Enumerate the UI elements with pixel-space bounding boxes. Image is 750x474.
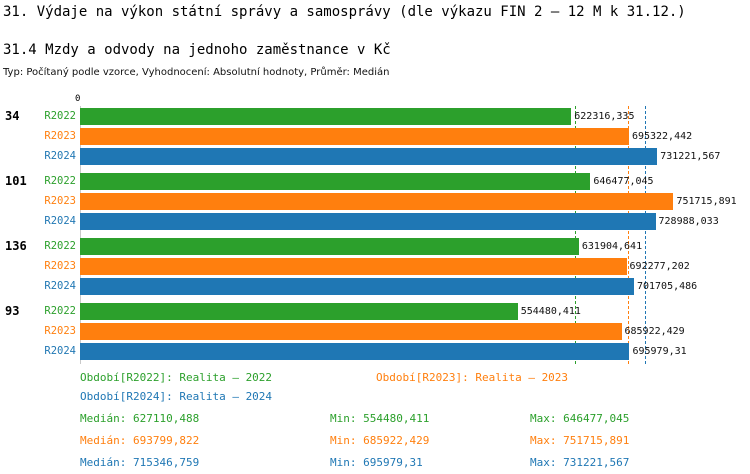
bar-area: 695322,442: [80, 126, 692, 146]
bar-value-label: 685922,429: [624, 325, 685, 337]
bar-value-label: 731221,567: [660, 150, 721, 162]
group-label: 93: [5, 304, 20, 318]
stat-max-r2022: Max: 646477,045: [530, 412, 630, 425]
series-label: R2023: [44, 195, 76, 207]
bar-row: R2023 685922,429: [0, 321, 685, 341]
bar-r2023-group-93: [80, 322, 622, 340]
bar-value-label: 701705,486: [636, 280, 698, 292]
bar-value-label: 692277,202: [629, 260, 690, 272]
bar-row: 136 R2022 631904,641: [0, 236, 680, 256]
series-label: R2022: [44, 110, 76, 122]
bar-row: 34 R2022 622316,335: [0, 106, 680, 126]
bar-area: 646477,045: [80, 171, 680, 191]
stat-min-r2022: Min: 554480,411: [330, 412, 430, 425]
bar-row: 93 R2022 554480,411: [0, 301, 680, 321]
group-label: 34: [5, 109, 20, 123]
stat-max-r2023: Max: 751715,891: [530, 434, 630, 447]
bar-r2022-group-101: [80, 172, 591, 190]
bar-r2024-group-101: [80, 212, 656, 230]
bar-value-label: 554480,411: [520, 305, 581, 317]
series-label: R2022: [44, 305, 76, 317]
bar-r2022-group-93: [80, 302, 518, 320]
bar-row: R2024 728988,033: [0, 211, 719, 231]
plot-area: 34 R2022 622316,335 R2023 695322,442 R2024 731…: [0, 106, 737, 364]
bar-group-93: 93 R2022 554480,411 R2023 685922,429 R2024 695…: [0, 301, 687, 361]
series-label: R2024: [44, 215, 76, 227]
bar-value-label: 695979,31: [632, 345, 687, 357]
legend-item-r2022: Období[R2022]: Realita – 2022: [80, 371, 273, 384]
bar-area: 731221,567: [80, 146, 720, 166]
bar-value-label: 695322,442: [631, 130, 693, 142]
bar-r2024-group-136: [80, 277, 634, 295]
series-label: R2023: [44, 325, 76, 337]
bar-group-136: 136 R2022 631904,641 R2023 692277,202 R2024 70…: [0, 236, 697, 296]
bar-group-101: 101 R2022 646477,045 R2023 751715,891 R2024 72…: [0, 171, 737, 231]
bar-area: 685922,429: [80, 321, 685, 341]
bar-r2024-group-93: [80, 342, 630, 360]
group-label: 136: [5, 239, 27, 253]
stat-min-r2023: Min: 685922,429: [330, 434, 430, 447]
bar-row: R2024 701705,486: [0, 276, 697, 296]
group-label: 101: [5, 174, 27, 188]
bar-value-label: 622316,335: [574, 110, 635, 122]
bar-r2023-group-101: [80, 192, 674, 210]
legend-item-r2024: Období[R2024]: Realita – 2024: [80, 390, 273, 403]
bar-value-label: 631904,641: [581, 240, 643, 252]
bar-row: R2023 751715,891: [0, 191, 737, 211]
bar-row: R2024 731221,567: [0, 146, 720, 166]
bar-r2022-group-136: [80, 237, 579, 255]
legend: Období[R2022]: Realita – 2022 Období[R20…: [80, 368, 568, 406]
series-label: R2023: [44, 130, 76, 142]
stat-median-r2023: Medián: 693799,822: [80, 434, 200, 447]
bar-area: 622316,335: [80, 106, 680, 126]
bar-value-label: 751715,891: [676, 195, 737, 207]
series-label: R2022: [44, 240, 76, 252]
bar-row: 101 R2022 646477,045: [0, 171, 680, 191]
page-title: 31. Výdaje na výkon státní správy a samo…: [3, 4, 686, 20]
bar-group-34: 34 R2022 622316,335 R2023 695322,442 R2024 731…: [0, 106, 720, 166]
bar-row: R2024 695979,31: [0, 341, 687, 361]
bar-area: 692277,202: [80, 256, 690, 276]
legend-item-r2023: Období[R2023]: Realita – 2023: [376, 371, 569, 384]
chart-subtitle: 31.4 Mzdy a odvody na jednoho zaměstnanc…: [3, 42, 391, 58]
stat-median-r2024: Medián: 715346,759: [80, 456, 200, 469]
bar-area: 695979,31: [80, 341, 687, 361]
series-label: R2024: [44, 150, 76, 162]
bar-row: R2023 695322,442: [0, 126, 692, 146]
stat-max-r2024: Max: 731221,567: [530, 456, 630, 469]
bar-r2022-group-34: [80, 107, 572, 125]
chart-meta: Typ: Počítaný podle vzorce, Vyhodnocení:…: [3, 67, 390, 78]
bar-area: 631904,641: [80, 236, 680, 256]
stats-table: Medián: 627110,488 Min: 554480,411 Max: …: [80, 408, 629, 474]
bar-row: R2023 692277,202: [0, 256, 690, 276]
bar-value-label: 728988,033: [658, 215, 719, 227]
bar-area: 701705,486: [80, 276, 697, 296]
series-label: R2023: [44, 260, 76, 272]
stat-min-r2024: Min: 695979,31: [330, 456, 423, 469]
bar-r2024-group-34: [80, 147, 658, 165]
bar-value-label: 646477,045: [593, 175, 654, 187]
bar-r2023-group-136: [80, 257, 627, 275]
bar-area: 554480,411: [80, 301, 680, 321]
x-axis-zero-label: 0: [75, 94, 81, 104]
series-label: R2024: [44, 280, 76, 292]
stat-median-r2022: Medián: 627110,488: [80, 412, 200, 425]
bar-area: 728988,033: [80, 211, 719, 231]
bar-area: 751715,891: [80, 191, 737, 211]
bar-r2023-group-34: [80, 127, 629, 145]
series-label: R2022: [44, 175, 76, 187]
series-label: R2024: [44, 345, 76, 357]
